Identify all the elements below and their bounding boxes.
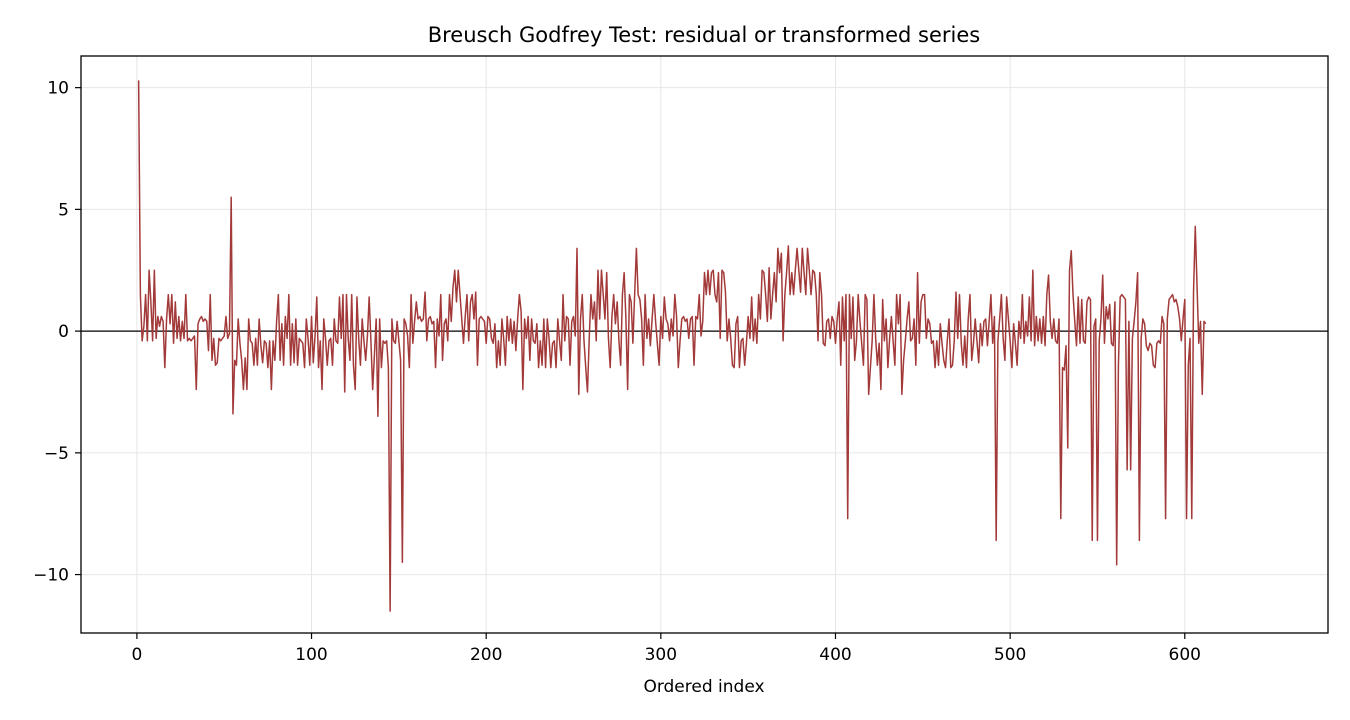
plot-frame	[80, 55, 1329, 634]
x-axis-ticks: 0 100 200 300 400 500 600	[131, 633, 1201, 665]
y-tick-label: 10	[47, 79, 69, 99]
y-axis-ticks: 10 5 0 −5 −10	[33, 79, 81, 586]
x-tick-label: 500	[994, 645, 1026, 665]
x-tick-label: 0	[131, 645, 142, 665]
x-tick-label: 600	[1169, 645, 1201, 665]
x-tick-label: 200	[470, 645, 502, 665]
y-tick-label: −10	[33, 566, 69, 586]
x-axis-label: Ordered index	[643, 677, 764, 697]
x-tick-label: 400	[819, 645, 851, 665]
x-tick-label: 300	[645, 645, 677, 665]
y-tick-label: 0	[58, 322, 69, 342]
y-tick-label: −5	[44, 444, 69, 464]
residual-series-line	[137, 80, 1207, 612]
series-layer	[137, 80, 1207, 612]
x-tick-label: 100	[295, 645, 327, 665]
chart-title: Breusch Godfrey Test: residual or transf…	[428, 23, 981, 47]
y-tick-label: 5	[58, 200, 69, 220]
